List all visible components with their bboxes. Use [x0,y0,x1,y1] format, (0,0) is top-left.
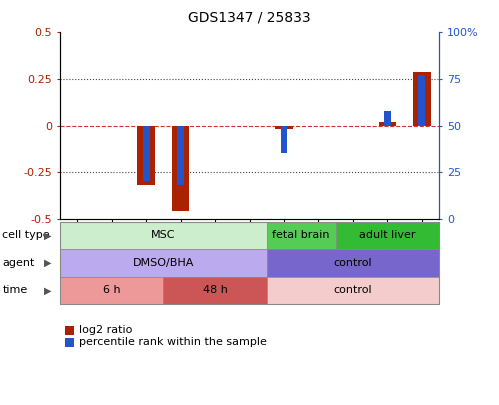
Text: DMSO/BHA: DMSO/BHA [133,258,194,268]
Text: agent: agent [2,258,35,268]
Text: log2 ratio: log2 ratio [79,325,132,335]
Text: fetal brain: fetal brain [272,230,330,240]
Bar [413,72,431,126]
Bar [419,75,425,126]
Bar [137,126,155,185]
Text: MSC: MSC [151,230,176,240]
Bar [143,126,150,181]
Bar [172,126,189,211]
Text: ▶: ▶ [43,258,51,268]
Bar [280,126,287,153]
Text: GDS1347 / 25833: GDS1347 / 25833 [188,10,311,24]
Text: percentile rank within the sample: percentile rank within the sample [79,337,267,347]
Text: time: time [2,286,28,295]
Bar [275,126,292,129]
Text: ▶: ▶ [43,230,51,240]
Bar [384,111,391,126]
Text: ▶: ▶ [43,286,51,295]
Text: adult liver: adult liver [359,230,416,240]
Text: control: control [334,258,372,268]
Text: 48 h: 48 h [203,286,228,295]
Bar [379,122,396,126]
Bar [177,126,184,185]
Text: 6 h: 6 h [103,286,120,295]
Text: cell type: cell type [2,230,50,240]
Text: control: control [334,286,372,295]
